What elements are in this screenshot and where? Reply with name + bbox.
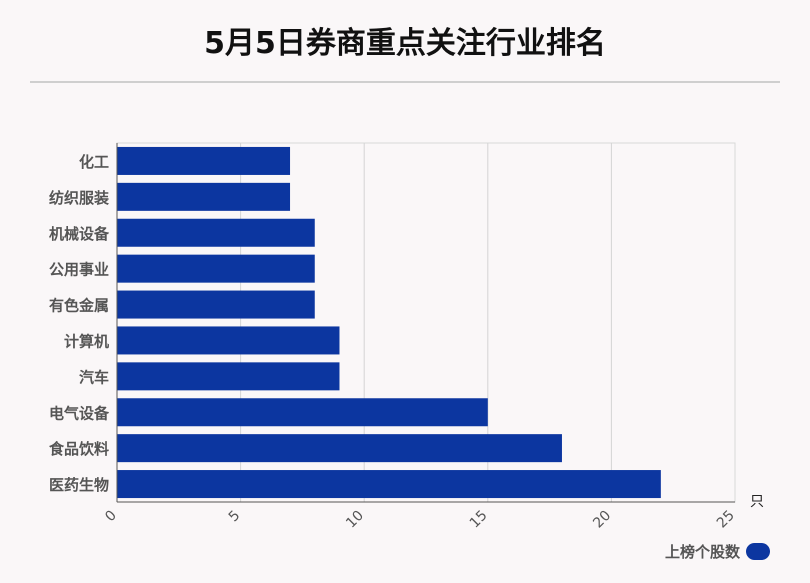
category-label: 医药生物: [49, 476, 109, 494]
x-tick-label: 25: [714, 508, 738, 532]
bar-2: [117, 218, 315, 247]
bar-9: [117, 470, 661, 499]
category-label: 有色金属: [49, 297, 109, 315]
category-label: 电气设备: [49, 404, 110, 422]
bar-7: [117, 398, 488, 427]
legend-swatch[interactable]: [746, 543, 770, 560]
legend-label: 上榜个股数: [664, 543, 740, 561]
legend[interactable]: 上榜个股数: [665, 541, 770, 562]
category-label: 汽车: [79, 368, 109, 386]
category-label: 纺织服装: [49, 189, 110, 207]
x-tick-label: 0: [102, 508, 120, 526]
category-label: 公用事业: [49, 261, 109, 279]
title-divider: [30, 81, 780, 83]
x-unit-label: 只: [750, 494, 764, 510]
bar-1: [117, 182, 291, 211]
chart-title: 5月5日券商重点关注行业排名: [204, 26, 606, 61]
x-tick-label: 10: [343, 508, 367, 532]
x-tick-label: 15: [467, 508, 491, 532]
category-label: 计算机: [64, 332, 109, 350]
category-label: 化工: [79, 153, 109, 171]
category-label: 机械设备: [49, 225, 110, 243]
x-tick-label: 20: [590, 508, 614, 532]
x-tick-label: 5: [226, 508, 244, 526]
bar-4: [117, 290, 315, 319]
bar-3: [117, 254, 315, 283]
bar-6: [117, 362, 340, 391]
category-label: 食品饮料: [49, 440, 109, 458]
bar-8: [117, 434, 562, 463]
bar-0: [117, 146, 291, 175]
bar-5: [117, 326, 340, 355]
